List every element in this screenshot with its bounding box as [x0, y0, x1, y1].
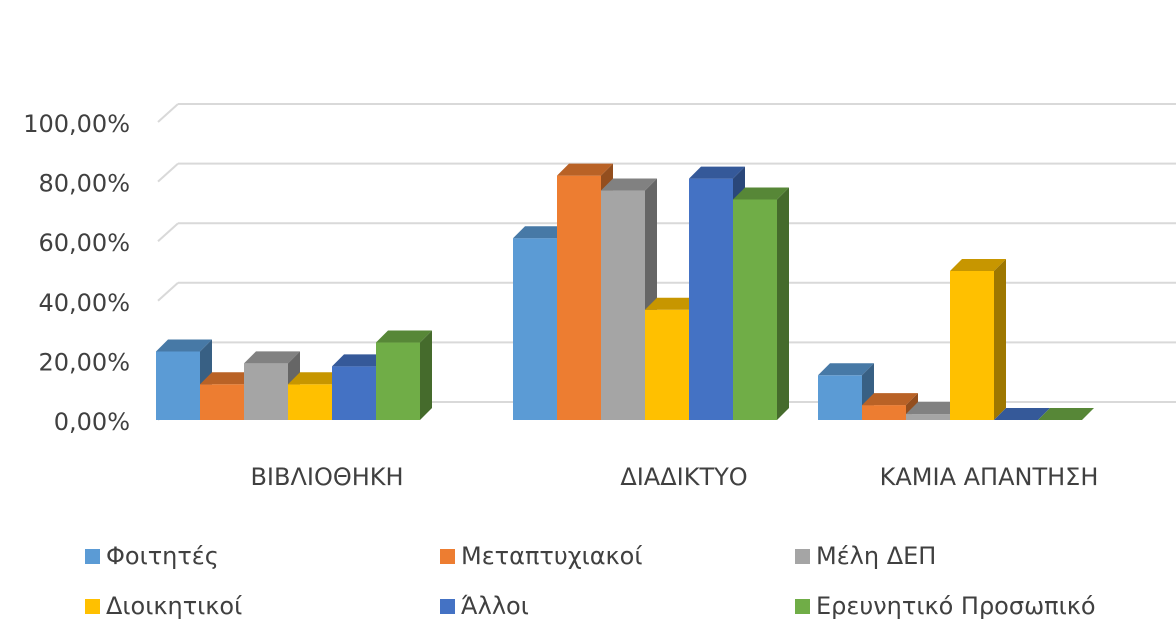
bar-1-5: [733, 199, 777, 420]
legend-swatch: [440, 548, 455, 564]
bar-2-0: [818, 375, 862, 420]
legend-item: Μεταπτυχιακοί: [440, 538, 643, 574]
y-tick-label: 100,00%: [23, 110, 130, 138]
bar-0-0: [156, 351, 200, 420]
bar-0-1: [200, 384, 244, 420]
bar-0-2: [244, 363, 288, 420]
bar-0-4: [332, 366, 376, 420]
bar-top: [200, 372, 256, 385]
x-tick-label: ΚΑΜΙΑ ΑΠΑΝΤΗΣΗ: [880, 463, 1099, 491]
legend-swatch: [795, 548, 810, 564]
bar-top: [557, 163, 613, 176]
legend-swatch: [440, 598, 455, 614]
chart-legend: Φοιτητές Μεταπτυχιακοί Μέλη ΔΕΠ Διοικητικοί…: [0, 530, 1176, 644]
bar-1-1: [557, 175, 601, 420]
bar-0-5: [376, 342, 420, 420]
y-tick-label: 0,00%: [54, 408, 130, 436]
gridline-slant: [157, 222, 179, 242]
chart-plot: 0,00% 20,00% 40,00% 60,00% 80,00% 100,00% ΒΙΒΛ…: [23, 103, 1176, 491]
bar-top: [689, 166, 745, 179]
bar-top: [513, 226, 569, 239]
legend-item: Άλλοι: [440, 588, 529, 624]
x-tick-label: ΒΙΒΛΙΟΘΗΚΗ: [250, 463, 403, 491]
bar-top: [950, 259, 1006, 271]
legend-swatch: [795, 598, 810, 614]
bar-top: [1038, 408, 1094, 420]
y-tick-label: 40,00%: [38, 289, 130, 317]
gridline-slant: [157, 103, 179, 123]
legend-label: Διοικητικοί: [106, 592, 243, 620]
legend-item: Διοικητικοί: [85, 588, 242, 624]
gridline-slant: [157, 282, 179, 302]
bar-top: [645, 297, 701, 310]
y-tick-label: 20,00%: [38, 348, 130, 376]
legend-label: Φοιτητές: [106, 542, 219, 570]
bar-top: [601, 178, 657, 191]
gridline-slant: [157, 162, 179, 183]
bar-top: [733, 187, 789, 200]
bar-top: [332, 354, 388, 367]
bar-1-2: [601, 190, 645, 420]
legend-label: Μεταπτυχιακοί: [461, 542, 643, 570]
y-tick-label: 80,00%: [38, 170, 130, 198]
bar-2-1: [862, 405, 906, 420]
bar-top: [156, 339, 212, 352]
legend-label: Άλλοι: [461, 592, 529, 620]
legend-item: Φοιτητές: [85, 538, 219, 574]
bar-1-4: [689, 178, 733, 420]
legend-swatch: [85, 598, 100, 614]
bar-0-3: [288, 384, 332, 420]
bar-1-3: [645, 309, 689, 420]
legend-item: Ερευνητικό Προσωπικό: [795, 588, 1096, 624]
x-tick-label: ΔΙΑΔΙΚΤΥΟ: [620, 463, 747, 491]
legend-label: Μέλη ΔΕΠ: [816, 542, 937, 570]
bar-top: [288, 372, 344, 385]
bar-side: [994, 259, 1006, 420]
y-tick-label: 60,00%: [38, 229, 130, 257]
bar-top: [906, 402, 962, 415]
bar-top: [818, 363, 874, 376]
legend-label: Ερευνητικό Προσωπικό: [816, 592, 1096, 620]
legend-swatch: [85, 548, 100, 564]
bar-side: [777, 187, 789, 420]
bar-2-2: [906, 414, 950, 420]
bar-side: [420, 330, 432, 420]
bar-1-0: [513, 238, 557, 420]
bar-top: [994, 408, 1050, 420]
bar-top: [862, 393, 918, 406]
bar-2-3: [950, 271, 994, 420]
legend-item: Μέλη ΔΕΠ: [795, 538, 936, 574]
bar-top: [244, 351, 300, 364]
bar-top: [376, 330, 432, 343]
